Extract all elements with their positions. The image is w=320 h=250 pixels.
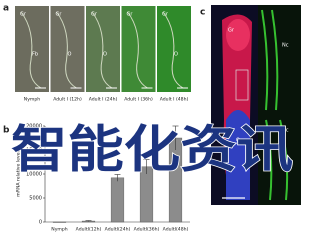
tissue-outline: [162, 11, 184, 89]
image-annotation: Gr: [20, 12, 27, 18]
y-tick-label: 0: [39, 220, 42, 226]
x-tick-label: AdultⅠ(48h): [163, 227, 189, 233]
panel-label: a: [3, 4, 9, 14]
image-caption: Nymph: [24, 97, 41, 103]
image-annotation: O: [68, 52, 72, 58]
watermark: 智能化资讯: [11, 121, 293, 179]
image-annotation: Gr: [162, 12, 169, 18]
image-caption: Adult Ⅰ (24h): [89, 97, 118, 103]
y-tick-label: 5000: [29, 196, 42, 202]
image-annotation: Gr: [127, 12, 134, 18]
image-annotation: Nc: [282, 43, 289, 49]
image-annotation: Fb: [32, 52, 38, 58]
y-tick-label: 10000: [26, 172, 42, 178]
image-annotation: O: [103, 52, 107, 58]
tissue-outline: [127, 11, 148, 89]
tissue-outline: [56, 11, 77, 89]
bar: [52, 221, 67, 223]
bar: [110, 177, 125, 223]
x-tick-label: Nymph: [51, 227, 68, 233]
tissue-outline: [91, 11, 113, 89]
figure: a b c Gr Fb Nymph Gr O Adult Ⅰ (12h) Gr O Adult …: [3, 4, 301, 233]
y-axis-title: mRNA relative level: [16, 151, 22, 196]
tissue-outline: [20, 11, 42, 89]
image-annotation: Nc: [282, 128, 289, 134]
image-annotation: O: [174, 52, 178, 58]
x-tick-label: AdultⅠ(36h): [134, 227, 160, 233]
image-annotation: O: [236, 138, 240, 144]
image-annotation: Gr: [91, 12, 98, 18]
image-annotation: Gr: [56, 12, 63, 18]
panel-label: b: [3, 126, 10, 136]
image-caption: Adult Ⅰ (36h): [124, 97, 153, 103]
image-annotation: Gr: [228, 28, 235, 34]
panel-label: c: [200, 8, 205, 18]
y-tick-label: 20000: [26, 124, 42, 130]
image-caption: Adult Ⅰ (12h): [53, 97, 82, 103]
x-tick-label: AdultⅠ(24h): [105, 227, 131, 233]
panel-c-image: [211, 5, 301, 205]
image-caption: Adult Ⅰ (48h): [160, 97, 189, 103]
x-tick-label: AdultⅠ(12h): [76, 227, 102, 233]
y-tick-label: 15000: [26, 148, 42, 154]
